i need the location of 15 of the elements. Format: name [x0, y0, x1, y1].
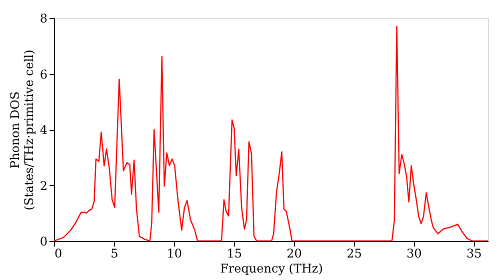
x-tick-label: 30	[406, 246, 422, 260]
y-tick-label: 6	[40, 67, 48, 82]
y-tick-label: 2	[40, 178, 48, 193]
x-tick-label: 20	[286, 246, 302, 260]
x-tick-label: 25	[346, 246, 362, 260]
y-tick-label: 4	[40, 123, 48, 137]
x-tick-label: 15	[226, 246, 242, 260]
x-tick-label: 10	[166, 246, 182, 260]
y-tick-label: 8	[40, 12, 48, 26]
x-tick-label: 5	[110, 246, 118, 260]
x-tick-label: 35	[466, 246, 482, 260]
y-axis-title: Phonon DOS (States/THz·primitive cell)	[8, 50, 36, 210]
x-axis-title: Frequency (THz)	[220, 262, 323, 276]
y-tick-label: 0	[40, 234, 48, 248]
x-tick-label: 0	[54, 246, 62, 260]
